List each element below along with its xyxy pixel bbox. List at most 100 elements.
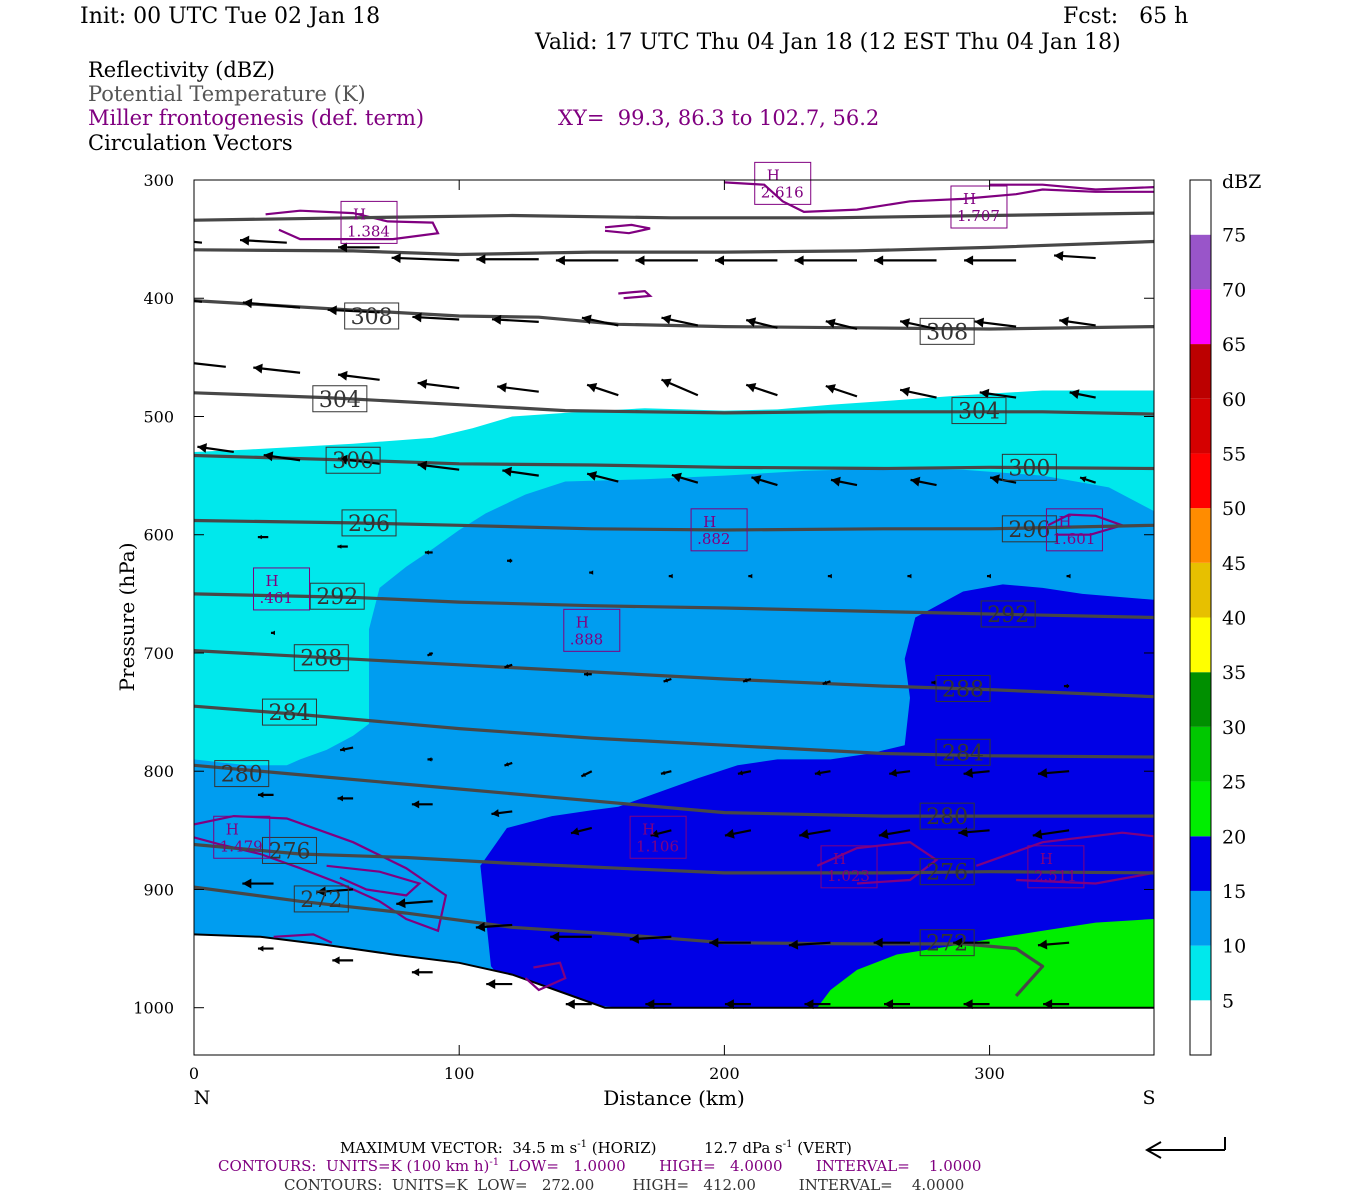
colorbar-box-50 — [1190, 453, 1211, 509]
vector-54 — [748, 573, 753, 579]
vector-head — [974, 317, 985, 328]
vector-head — [910, 476, 921, 487]
footer-max-vector-b: (HORIZ) 12.7 dPa s — [586, 1139, 783, 1157]
vector-47 — [1079, 476, 1097, 484]
theta-label-text: 308 — [926, 320, 968, 345]
miller-high-h: H — [703, 513, 716, 531]
vector-35 — [1069, 389, 1096, 399]
theta-contour-280-9 — [194, 763, 1154, 818]
vector-78 — [173, 783, 194, 791]
colorbar-label-70: 70 — [1222, 279, 1246, 301]
vector-19 — [745, 317, 778, 329]
colorbar-label-30: 30 — [1222, 717, 1246, 739]
vector-head — [242, 298, 253, 309]
vector-20 — [825, 318, 858, 331]
vector-head — [661, 314, 672, 325]
theta-label-text: 284 — [268, 701, 310, 726]
vector-head — [240, 235, 250, 246]
vector-shaft — [391, 256, 460, 262]
colorbar-label-35: 35 — [1222, 662, 1246, 684]
vector-head — [825, 318, 836, 329]
colorbar-box-75 — [1190, 180, 1211, 235]
vector-head — [391, 253, 401, 264]
vector-82 — [491, 809, 513, 818]
colorbar-box-25 — [1190, 726, 1211, 782]
miller-high-10: H2.511 — [1027, 845, 1085, 889]
theta-label-text: 292 — [316, 585, 358, 610]
vector-33 — [899, 386, 937, 399]
vector-72 — [660, 770, 672, 775]
miller-high-5: H.461 — [253, 567, 311, 611]
theta-label-276-1: 276 — [919, 858, 975, 886]
theta-label-text: 280 — [926, 805, 968, 830]
vector-head — [635, 255, 645, 266]
y-tick-label-700: 700 — [143, 644, 174, 663]
vector-68 — [339, 746, 354, 752]
miller-high-value: 1.601 — [1052, 530, 1095, 548]
vector-head — [504, 664, 509, 669]
theta-contour-labels: 308 308 304 304 300 300 296 296 292 292 288 288 284 2… — [214, 302, 1057, 957]
y-tick-label-600: 600 — [143, 526, 174, 545]
vector-53 — [668, 573, 673, 579]
vector-head — [173, 783, 180, 791]
forecast-hour: Fcst: 65 h — [1063, 4, 1189, 29]
reference-vector — [1144, 1137, 1226, 1159]
colorbar-label-20: 20 — [1222, 826, 1246, 848]
theta-label-text: 304 — [319, 388, 361, 413]
vector-29 — [586, 382, 619, 397]
vector-head — [417, 379, 428, 389]
miller-high-h: H — [353, 205, 366, 223]
vector-108 — [724, 999, 751, 1010]
colorbar-box-15 — [1190, 836, 1211, 891]
vector-87 — [878, 829, 911, 839]
vector-6 — [635, 255, 698, 266]
vector-112 — [1043, 999, 1070, 1010]
colorbar-box-5 — [1190, 945, 1211, 1001]
colorbar-label-40: 40 — [1222, 608, 1246, 630]
vector-64 — [742, 677, 752, 683]
vector-18 — [661, 314, 699, 327]
miller-contours — [194, 181, 1154, 992]
vector-97 — [709, 937, 751, 948]
vector-41 — [586, 471, 619, 483]
vector-head — [822, 680, 828, 685]
colorbar-label-5: 5 — [1222, 990, 1234, 1012]
vector-head — [270, 630, 275, 636]
vector-111 — [963, 999, 990, 1010]
vector-44 — [830, 476, 858, 487]
vector-51 — [507, 558, 513, 563]
vector-head — [587, 382, 598, 393]
vector-28 — [497, 382, 539, 393]
theta-label-text: 300 — [332, 449, 374, 474]
vector-85 — [724, 828, 752, 839]
footer-max-vector-exp2: -1 — [782, 1139, 793, 1150]
vector-32 — [825, 384, 858, 398]
theta-label-box — [980, 600, 1036, 628]
y-tick-label-900: 900 — [143, 880, 174, 899]
vector-head — [263, 451, 274, 462]
vector-head — [748, 573, 753, 579]
vector-15 — [412, 312, 460, 323]
theta-contour-308-2 — [194, 299, 1154, 331]
vector-57 — [986, 573, 991, 579]
vector-head — [257, 534, 262, 540]
theta-label-296-0: 296 — [341, 509, 397, 537]
theta-label-box — [341, 509, 397, 537]
valid-time: Valid: 17 UTC Thu 04 Jan 18 (12 EST Thu … — [535, 30, 1121, 55]
vector-head — [1037, 939, 1048, 950]
vector-48 — [257, 534, 269, 540]
vector-head — [788, 939, 799, 950]
theta-label-text: 292 — [987, 603, 1029, 628]
vector-84 — [650, 829, 672, 838]
miller-high-value: 2.616 — [761, 183, 804, 201]
theta-label-text: 276 — [268, 839, 310, 864]
miller-high-box — [690, 508, 748, 552]
theta-label-text: 272 — [926, 932, 968, 957]
theta-label-280-0: 280 — [214, 760, 270, 788]
colorbar-label-60: 60 — [1222, 389, 1246, 411]
vector-37 — [263, 451, 301, 462]
miller-contour-8 — [273, 933, 333, 944]
miller-high-6: H.888 — [563, 608, 621, 652]
vector-head — [337, 544, 342, 549]
vector-head — [412, 312, 422, 323]
